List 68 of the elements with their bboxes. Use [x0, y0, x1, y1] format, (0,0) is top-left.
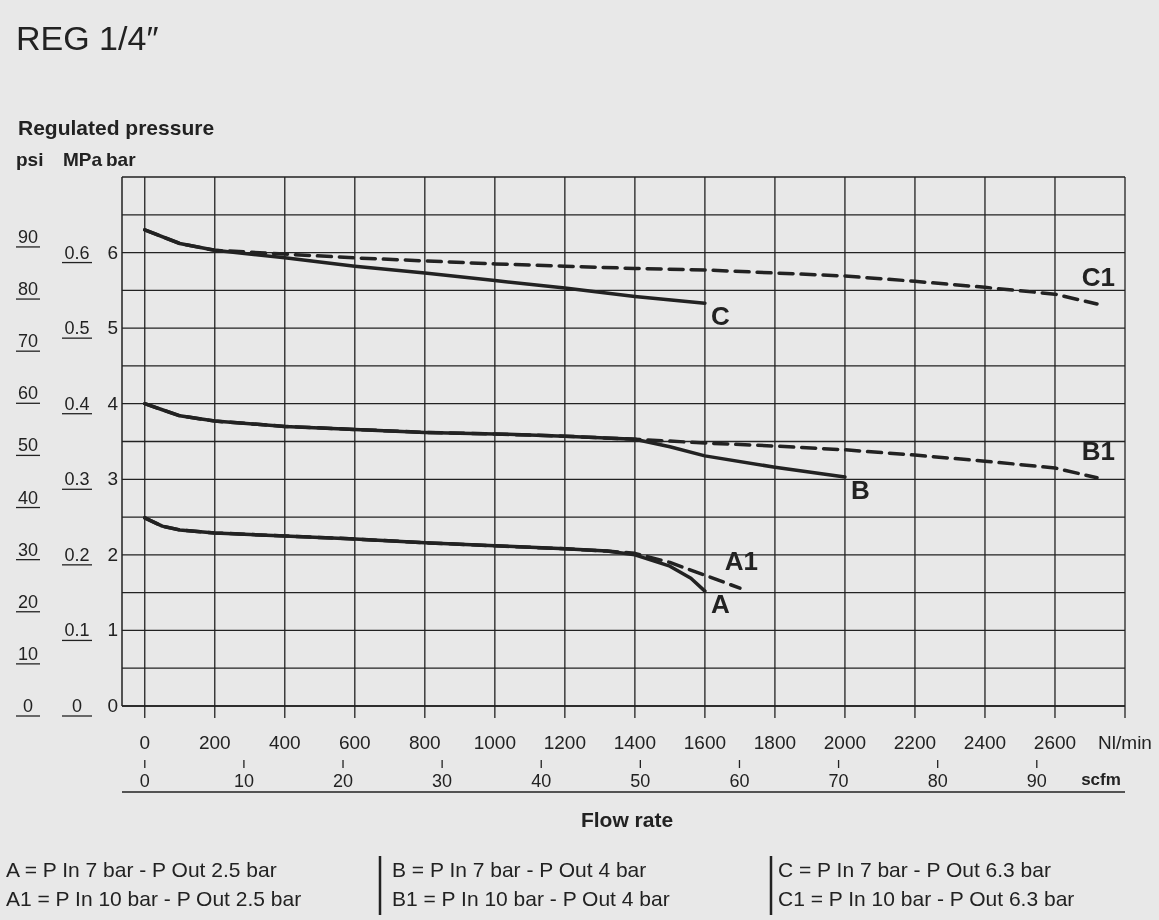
x-tick-label: 400: [268, 732, 301, 753]
x2-tick-label: 80: [927, 771, 948, 791]
x-tick-label: Nl/min: [1098, 732, 1152, 753]
y-tick-label: 4: [107, 392, 119, 414]
series-label: B1: [1081, 435, 1115, 466]
text: B = P In 7 bar - P Out 4 bar: [392, 858, 647, 881]
y2-tick-label: 0.2: [64, 544, 90, 565]
y-tick-label: 1: [107, 619, 118, 641]
series-label: B: [850, 475, 870, 506]
y2-tick-label: 0.1: [64, 620, 90, 641]
text: A1 = P In 10 bar - P Out 2.5 bar: [6, 887, 302, 910]
y-tick-label: 6: [107, 241, 118, 263]
x2-tick-label: 50: [630, 771, 651, 791]
y3-tick-label: 0: [22, 696, 34, 716]
text: C1 = P In 10 bar - P Out 6.3 bar: [778, 887, 1075, 910]
y3-tick-label: 60: [17, 383, 39, 404]
y3-tick-label: 40: [17, 487, 39, 508]
x2-tick-label: 10: [233, 771, 254, 791]
y-tick-label: 5: [107, 317, 118, 339]
y3-axis-title: psi: [16, 149, 44, 170]
y2-tick-label: 0.4: [64, 393, 90, 414]
x-tick-label: 1200: [543, 732, 586, 753]
x2-tick-label: 0: [139, 771, 150, 791]
y3-tick-label: 50: [17, 435, 39, 456]
y-tick-label: 0: [107, 695, 118, 716]
text: C = P In 7 bar - P Out 6.3 bar: [778, 858, 1051, 881]
x2-tick-label: 90: [1026, 771, 1047, 791]
x-tick-label: 800: [408, 732, 441, 753]
series-label: A: [710, 589, 730, 620]
x-tick-label: 600: [338, 732, 371, 753]
x2-tick-label: 70: [828, 771, 849, 791]
x-tick-label: 2000: [823, 732, 867, 753]
series-label: A1: [724, 546, 758, 577]
x-axis-title: Flow rate: [580, 808, 674, 831]
text: A = P In 7 bar - P Out 2.5 bar: [6, 858, 277, 881]
x-tick-label: 1400: [613, 732, 657, 753]
chart-title: REG 1/4″: [16, 19, 159, 57]
y3-tick-label: 10: [17, 643, 39, 664]
y2-axis-title: MPa: [63, 149, 103, 170]
y2-tick-label: 0.6: [64, 242, 90, 263]
x-tick-label: 200: [198, 732, 231, 753]
x-tick-label: 0: [139, 732, 151, 753]
text: B1 = P In 10 bar - P Out 4 bar: [392, 887, 670, 910]
x-tick-label: 2400: [963, 732, 1007, 753]
x-tick-label: 2200: [893, 732, 937, 753]
y3-tick-label: 30: [17, 539, 39, 560]
x-tick-label: 1600: [683, 732, 727, 753]
x2-tick-label: 60: [729, 771, 750, 791]
x2-axis-title: scfm: [1081, 770, 1121, 789]
y3-tick-label: 90: [17, 226, 39, 247]
chart-subtitle: Regulated pressure: [18, 116, 215, 139]
y3-tick-label: 20: [17, 591, 39, 612]
y2-tick-label: 0.3: [64, 469, 90, 490]
x2-tick-label: 40: [531, 771, 552, 791]
x-tick-label: 1000: [473, 732, 516, 753]
x-tick-label: 1800: [753, 732, 797, 753]
x-tick-label: 2600: [1033, 732, 1077, 753]
y2-tick-label: 0.5: [64, 318, 90, 339]
x2-tick-label: 30: [432, 771, 453, 791]
series-label: C1: [1081, 261, 1115, 292]
x2-tick-label: 20: [333, 771, 354, 791]
y3-tick-label: 70: [17, 331, 39, 352]
y3-tick-label: 80: [17, 279, 39, 300]
series-label: C: [710, 301, 730, 332]
y-axis-title: bar: [106, 149, 137, 170]
y2-tick-label: 0: [71, 696, 83, 716]
y-tick-label: 2: [107, 543, 118, 565]
y-tick-label: 3: [107, 468, 118, 490]
